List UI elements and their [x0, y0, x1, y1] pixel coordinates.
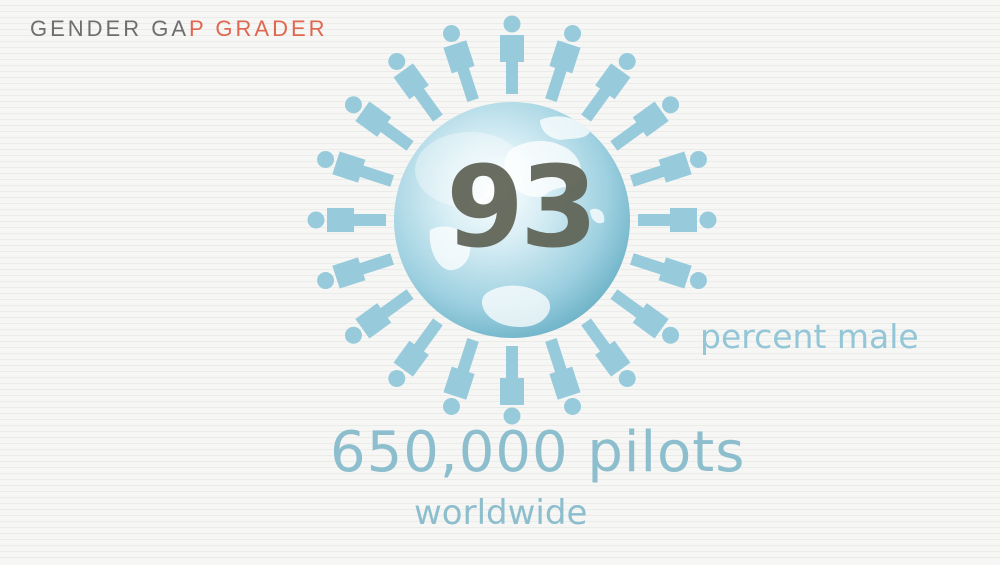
- person-icon: [628, 145, 711, 193]
- person-icon: [339, 284, 418, 350]
- figure-value: 93: [446, 143, 598, 273]
- person-icon: [313, 145, 396, 193]
- person-icon: [382, 47, 448, 126]
- person-icon: [339, 90, 418, 156]
- person-icon: [606, 284, 685, 350]
- person-icon: [437, 336, 485, 419]
- person-icon: [576, 314, 642, 393]
- person-icon: [628, 247, 711, 295]
- person-icon: [313, 247, 396, 295]
- person-icon: [576, 47, 642, 126]
- stat-value: 650,000 pilots: [330, 420, 746, 485]
- person-icon: [307, 208, 386, 232]
- person-icon: [500, 15, 524, 94]
- person-icon: [638, 208, 717, 232]
- figure-label: percent male: [700, 317, 919, 356]
- globe-icon: [394, 102, 630, 338]
- person-icon: [606, 90, 685, 156]
- person-icon: [382, 314, 448, 393]
- person-icon: [539, 336, 587, 419]
- brand-title-part-b: P GRADER: [189, 16, 328, 41]
- person-icon: [500, 346, 524, 425]
- person-icon: [437, 21, 485, 104]
- stat-caption: worldwide: [414, 493, 588, 533]
- person-icon: [539, 21, 587, 104]
- brand-title-part-a: GENDER GA: [30, 16, 190, 41]
- app-brand-title: GENDER GAP GRADER: [30, 16, 328, 42]
